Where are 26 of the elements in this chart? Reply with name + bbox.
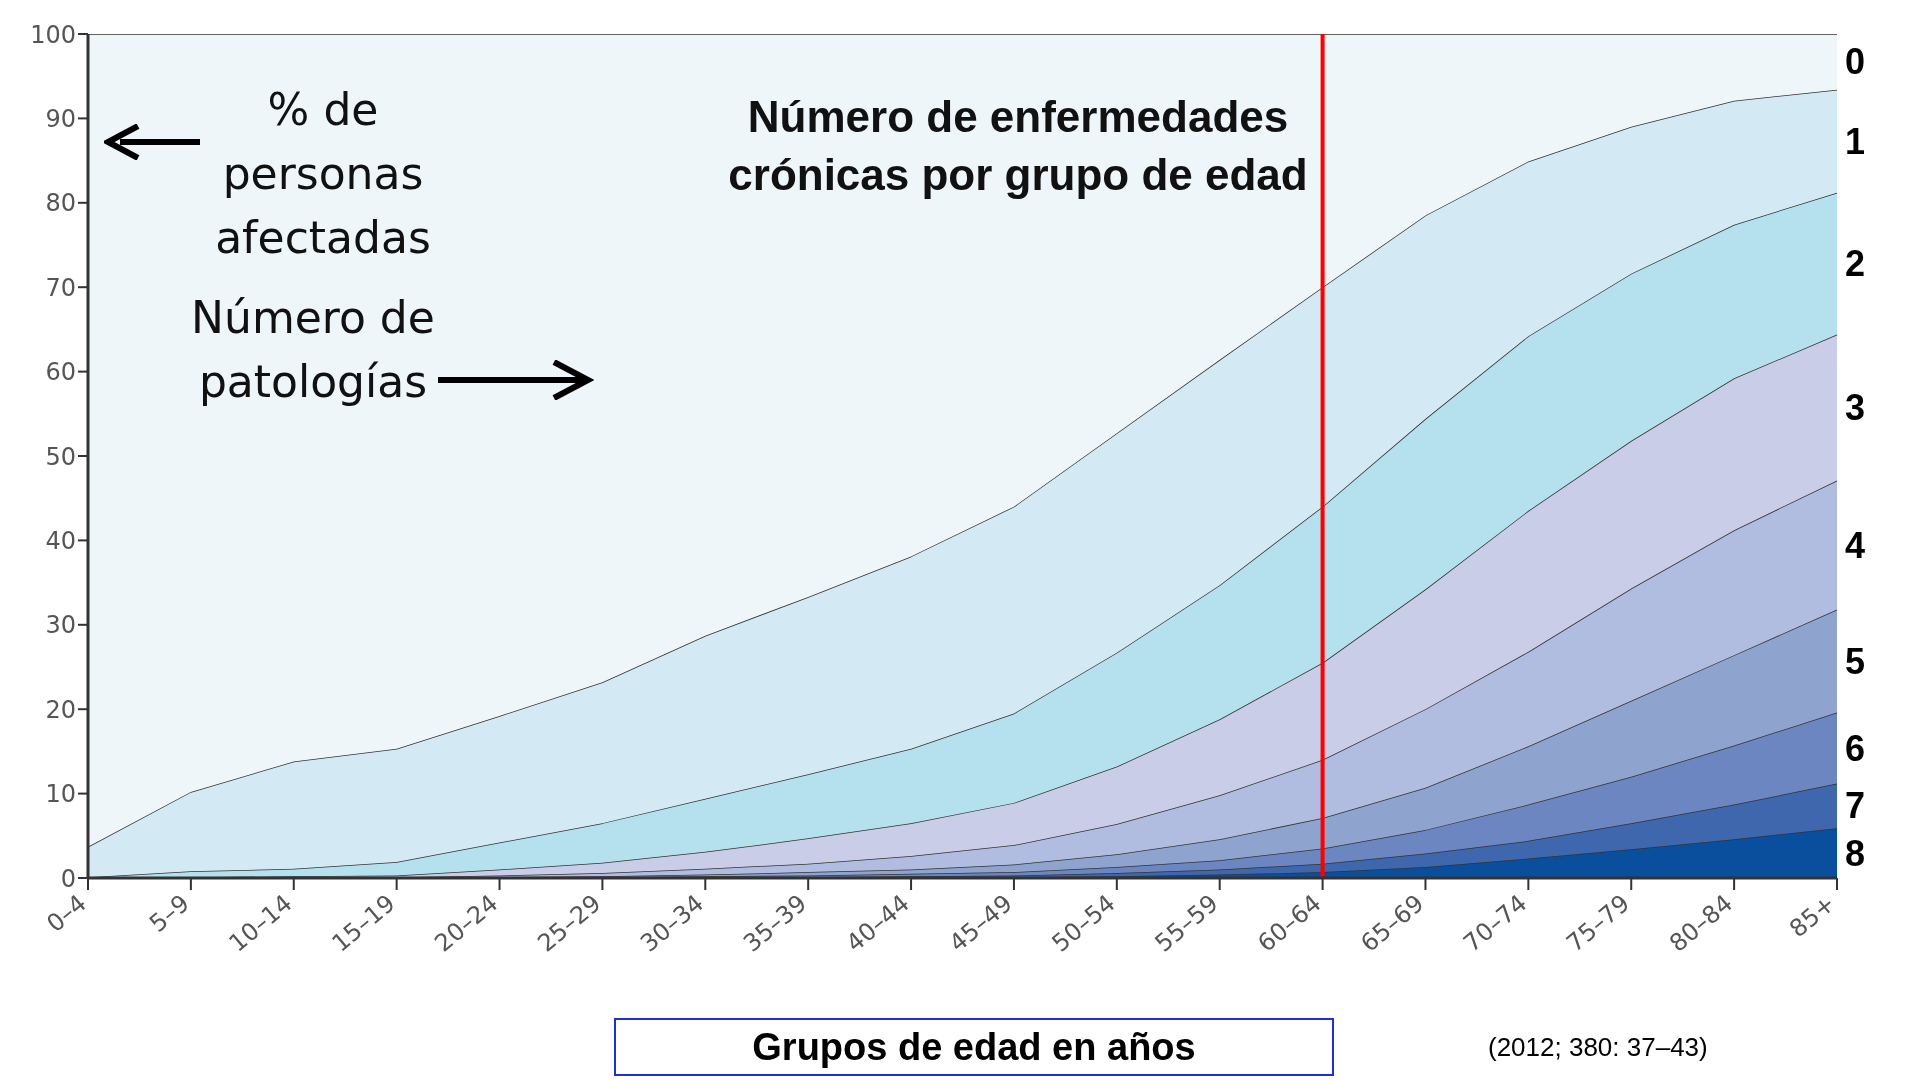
y-tick-label: 40 <box>45 526 76 555</box>
y-tick-label: 100 <box>30 20 76 49</box>
series-label: 6 <box>1845 727 1866 769</box>
series-label: 7 <box>1845 785 1866 827</box>
series-label: 2 <box>1845 243 1866 285</box>
x-axis-title: Grupos de edad en años <box>614 1018 1334 1076</box>
y-tick-label: 60 <box>45 358 76 387</box>
y-tick-label: 10 <box>45 780 76 809</box>
text: (2012; 380: 37–43) <box>1488 1032 1708 1063</box>
x-tick-label: 5–9 <box>144 889 195 938</box>
series-label: 1 <box>1845 120 1866 162</box>
y-tick-label: 80 <box>45 189 76 218</box>
series-label: 3 <box>1845 386 1866 428</box>
y-tick-label: 90 <box>45 104 76 133</box>
text: Número de enfermedades crónicas por grupo de edad <box>727 91 1309 201</box>
series-label: 0 <box>1845 41 1866 83</box>
x-tick-label: 85+ <box>1784 889 1841 944</box>
annotation: % de personas afectadas <box>214 83 432 265</box>
series-label: 5 <box>1845 640 1866 682</box>
series-label: 4 <box>1845 524 1866 566</box>
y-tick-label: 50 <box>45 442 76 471</box>
y-tick-label: 30 <box>45 611 76 640</box>
y-tick-label: 70 <box>45 273 76 302</box>
series-label: 8 <box>1845 832 1866 874</box>
annotation: Número de patologías <box>190 291 436 409</box>
y-tick-label: 20 <box>45 695 76 724</box>
